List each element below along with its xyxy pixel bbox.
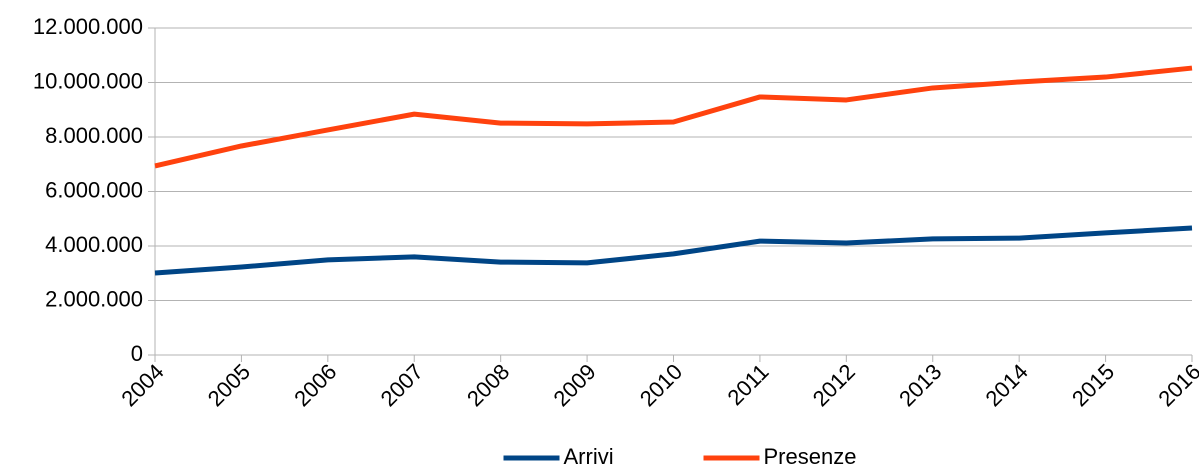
x-tick-label: 2008 bbox=[462, 359, 514, 411]
x-tick-label: 2015 bbox=[1067, 359, 1119, 411]
x-tick-label: 2014 bbox=[981, 359, 1033, 411]
series-line bbox=[154, 65, 1193, 169]
y-tick-label: 10.000.000 bbox=[33, 68, 143, 93]
x-tick-label: 2016 bbox=[1153, 359, 1199, 411]
y-tick-label: 6.000.000 bbox=[45, 177, 143, 202]
x-tick-label: 2007 bbox=[376, 359, 428, 411]
y-tick-label: 8.000.000 bbox=[45, 123, 143, 148]
x-tick-label: 2010 bbox=[635, 359, 687, 411]
x-tick-label: 2009 bbox=[548, 359, 600, 411]
x-tick-label: 2004 bbox=[116, 359, 168, 411]
legend-label: Presenze bbox=[764, 444, 857, 468]
x-tick-label: 2013 bbox=[894, 359, 946, 411]
legend-label: Arrivi bbox=[564, 444, 614, 468]
y-tick-label: 4.000.000 bbox=[45, 232, 143, 257]
y-tick-label: 0 bbox=[131, 341, 143, 366]
y-tick-label: 2.000.000 bbox=[45, 286, 143, 311]
x-tick-label: 2006 bbox=[289, 359, 341, 411]
series-line bbox=[154, 225, 1193, 276]
x-tick-label: 2012 bbox=[808, 359, 860, 411]
x-tick-label: 2011 bbox=[722, 359, 773, 410]
x-tick-label: 2005 bbox=[203, 359, 255, 411]
y-tick-label: 12.000.000 bbox=[33, 14, 143, 39]
